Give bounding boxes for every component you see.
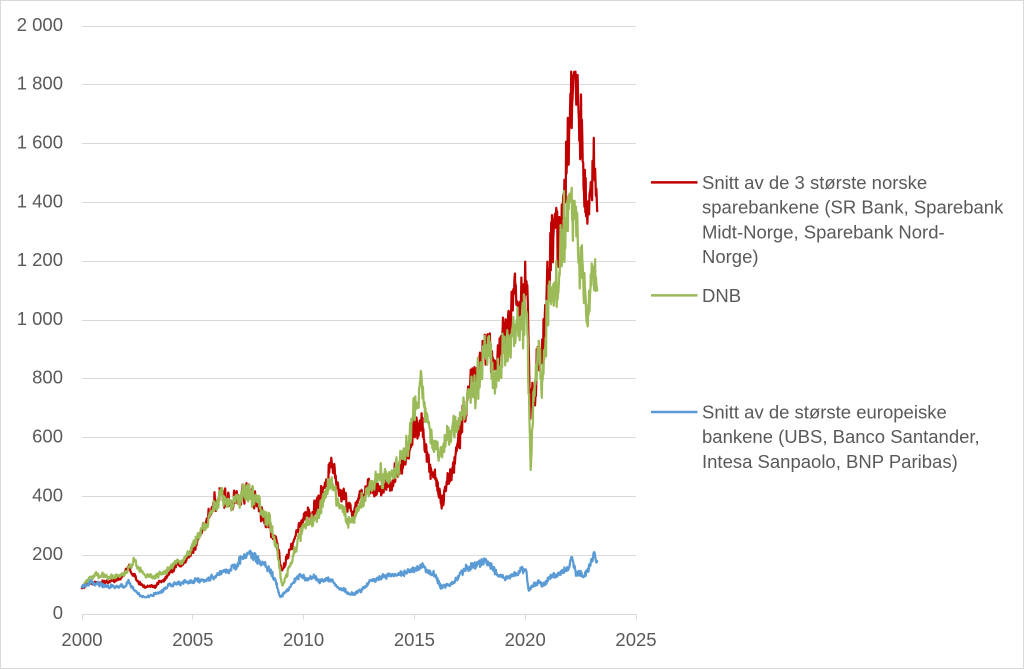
svg-text:2010: 2010 [283,629,324,650]
svg-text:800: 800 [32,367,63,388]
svg-text:1 200: 1 200 [17,249,63,270]
svg-text:2 000: 2 000 [17,14,63,35]
svg-text:600: 600 [32,426,63,447]
svg-text:Midt-Norge, Sparebank Nord-: Midt-Norge, Sparebank Nord- [702,221,945,242]
svg-text:400: 400 [32,484,63,505]
svg-text:2005: 2005 [172,629,213,650]
svg-text:Snitt av de 3 største norske: Snitt av de 3 største norske [702,172,927,193]
svg-text:bankene (UBS, Banco Santander,: bankene (UBS, Banco Santander, [702,426,980,447]
svg-text:1 800: 1 800 [17,73,63,94]
svg-text:2020: 2020 [505,629,546,650]
svg-text:2000: 2000 [61,629,102,650]
svg-text:0: 0 [53,602,63,623]
svg-text:2015: 2015 [394,629,435,650]
svg-text:Intesa Sanpaolo, BNP Paribas): Intesa Sanpaolo, BNP Paribas) [702,451,958,472]
svg-text:DNB: DNB [702,285,741,306]
svg-text:1 600: 1 600 [17,132,63,153]
svg-text:sparebankene (SR Bank, Spareba: sparebankene (SR Bank, Sparebank [702,197,1004,218]
svg-text:1 000: 1 000 [17,308,63,329]
svg-text:2025: 2025 [615,629,656,650]
svg-text:200: 200 [32,543,63,564]
svg-text:1 400: 1 400 [17,190,63,211]
svg-text:Snitt av de største europeiske: Snitt av de største europeiske [702,402,947,423]
svg-text:Norge): Norge) [702,246,759,267]
